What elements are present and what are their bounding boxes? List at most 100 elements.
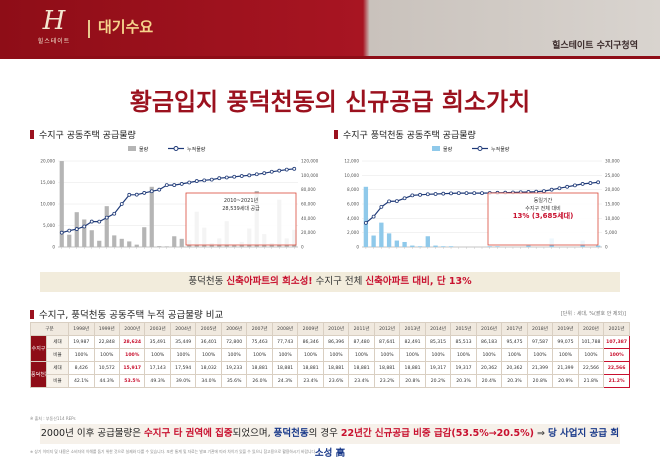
bullet-icon [30,310,34,319]
y-tick-label: 20,000 [40,159,55,164]
table-cell: 18,881 [322,361,350,375]
y2-tick-label: 30,000 [605,159,620,164]
cumulative-point [277,168,282,173]
summary-text: 되었으며, [232,428,274,439]
table-group-label: 수지구 [30,335,47,362]
table-cell: 101,788 [577,335,605,349]
table-header-cell: 1998년 [68,322,95,336]
table-header-cell: 2021년 [603,322,630,336]
cumulative-point [202,178,207,183]
table-cell: 82,491 [399,335,426,349]
bar [112,235,117,247]
bar [67,234,72,247]
table-cell: 95,475 [501,335,528,349]
table-row-label: 비율 [45,348,70,362]
cumulative-point [157,187,162,192]
table-cell: 44.3% [93,374,120,388]
y2-tick-label: 15,000 [605,202,620,207]
table-cell: 100% [475,348,503,362]
suji-supply-chart: 물량 누적물량 20,000 15,000 10,000 5,000 0 120,000 100… [40,146,319,250]
y-tick-label: 5,000 [43,223,55,228]
table-cell: 53.5% [118,374,146,388]
y2-tick-label: 5,000 [605,230,617,235]
y-tick-label: 0 [356,245,359,250]
table-header-cell: 2006년 [220,322,248,336]
bar [149,186,154,247]
table-header-cell: 2016년 [475,322,503,336]
bar [59,161,64,247]
table-header-cell: 2019년 [552,322,579,336]
table-cell: 21.2% [603,374,630,388]
table-header-cell: 1999년 [93,322,120,336]
cumulative-point [557,186,562,191]
table-cell: 85,315 [424,335,452,349]
table-cell: 86,346 [297,335,324,349]
bar [417,246,423,247]
bar [172,236,177,247]
bar [495,246,500,247]
disclaimer: ※ 상기 이미지 및 내용은 소비자의 이해를 돕기 위한 것으로 실제와 다를… [30,449,317,454]
cumulative-point [580,182,585,186]
table-cell: 77,743 [271,335,299,349]
table-cell: 100% [297,348,324,362]
table-cell: 86,396 [322,335,350,349]
bar [371,235,376,247]
table-header-cell: 2008년 [271,322,299,336]
table-cell: 100% [195,348,222,362]
table-cell: 23.6% [322,374,350,388]
table-header-cell: 2020년 [577,322,605,336]
cumulative-point [217,176,222,181]
legend-line-label: 누적물량 [187,146,206,153]
table-header-cell: 2015년 [450,322,477,336]
table-cell: 100% [552,348,579,362]
bar [379,222,384,247]
cumulative-point [472,191,477,196]
highlight-text: 수지구 전체 [312,276,366,287]
bar [142,227,147,247]
bar [179,238,184,247]
table-cell: 100% [118,348,146,362]
bar [448,246,454,247]
bar [97,240,102,247]
table-header-cell: 2014년 [424,322,452,336]
legend-bar-label: 물량 [443,146,453,153]
cumulative-point [262,171,267,176]
bar [402,241,407,247]
table-cell: 21,399 [552,361,579,375]
table-cell: 15,917 [118,361,146,375]
table-header-cell: 2005년 [195,322,222,336]
table-cell: 100% [501,348,528,362]
logo-text: 힐스테이트 [37,38,71,45]
table-cell: 19,987 [68,335,95,349]
pungdeokcheon-supply-chart: 물량 누적물량 12,000 10,000 8,000 6,000 4,000 2,000 0 3… [344,146,620,250]
table-cell: 100% [93,348,120,362]
header-divider [88,20,90,38]
table-cell: 100% [271,348,299,362]
y-tick-label: 12,000 [344,159,359,164]
table-cell: 28,624 [118,335,146,349]
summary-emphasis: 수지구 타 권역에 집중 [144,428,233,439]
table-cell: 99,075 [552,335,579,349]
y-tick-label: 2,000 [347,230,359,235]
logo-mark: H [42,6,66,36]
section-title: 대기수요 [98,18,154,36]
table-header-cell: 2010년 [322,322,350,336]
table-cell: 18,032 [195,361,222,375]
annotation-box [487,192,599,246]
y2-tick-label: 0 [301,245,304,250]
cumulative-point [67,228,72,233]
table-row: 비율 42.1% 44.3% 53.5% 49.3% 39.0% 34.0% 35.6% 26.… [31,374,630,388]
table-header-cell: 2007년 [246,322,273,336]
cumulative-point [239,174,244,178]
table-row: 풍덕천동세대8,42610,57215,91717,14317,59418,03… [30,361,630,388]
table-cell: 17,143 [144,361,171,375]
cumulative-point [387,199,391,204]
bar [127,241,132,247]
table-row-label: 세대 [45,335,70,349]
bar [394,240,400,247]
cumulative-point [82,224,87,229]
brand-logo: H 힐스테이트 [28,8,80,50]
cumulative-point [172,183,177,187]
cumulative-point [371,214,376,219]
summary-emphasis: 풍덕천동 [273,428,309,439]
